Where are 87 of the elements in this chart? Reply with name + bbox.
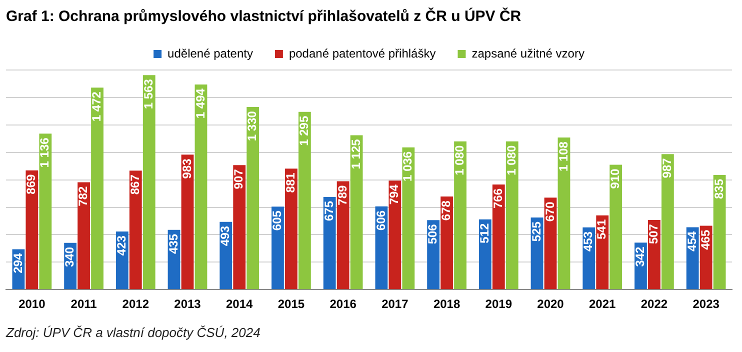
data-label: 907: [232, 168, 246, 190]
x-tick-label: 2014: [226, 297, 254, 312]
data-label: 782: [76, 186, 90, 206]
data-label: 435: [166, 234, 180, 254]
bar: [285, 168, 298, 290]
bar: [440, 196, 453, 290]
data-label: 987: [660, 158, 674, 178]
data-label: 1 563: [141, 78, 156, 110]
data-label: 867: [128, 174, 142, 195]
bar: [661, 154, 674, 290]
bar: [492, 184, 505, 290]
data-label: 342: [633, 246, 648, 267]
bar: [91, 88, 104, 290]
x-tick-label: 2010: [18, 297, 46, 312]
x-tick-label: 2020: [537, 297, 564, 312]
data-label: 1 125: [348, 138, 363, 170]
data-label: 507: [646, 224, 661, 244]
bar: [194, 84, 208, 290]
data-label: 340: [62, 246, 77, 267]
legend-label: podané patentové přihlášky: [288, 46, 436, 60]
bar: [181, 154, 194, 290]
x-tick-label: 2013: [174, 297, 202, 312]
chart-title: Graf 1: Ochrana průmyslového vlastnictví přihlašovatelů z ČR u ÚPV ČR: [6, 7, 522, 26]
x-tick-label: 2018: [433, 297, 460, 312]
data-label: 794: [387, 184, 402, 205]
bar: [298, 112, 311, 290]
bar: [388, 180, 402, 290]
data-label: 1 494: [193, 88, 208, 119]
data-label: 678: [439, 200, 454, 221]
data-label: 606: [374, 210, 388, 230]
data-label: 454: [684, 230, 699, 252]
data-label: 1 108: [556, 141, 570, 172]
x-tick-label: 2011: [70, 297, 98, 312]
x-tick-label: 2023: [692, 297, 720, 312]
data-label: 465: [698, 229, 712, 250]
x-tick-label: 2015: [278, 297, 305, 312]
legend-label: udělené patenty: [168, 46, 253, 60]
x-tick-label: 2022: [640, 297, 668, 312]
data-label: 541: [594, 219, 609, 240]
bar: [39, 134, 52, 290]
data-label: 670: [542, 201, 557, 222]
x-tick-label: 2021: [589, 297, 616, 312]
bar: [323, 196, 336, 290]
data-label: 1 080: [452, 145, 467, 176]
data-label: 835: [712, 178, 726, 200]
data-label: 493: [218, 226, 232, 246]
data-label: 881: [284, 172, 298, 193]
data-label: 675: [322, 200, 336, 221]
bar: [610, 164, 622, 290]
data-label: 983: [180, 158, 194, 179]
text: Zdroj: ÚPV ČR a vlastní dopočty ČSÚ, 2024: [5, 325, 260, 340]
x-tick-label: 2017: [382, 297, 409, 312]
data-label: 605: [270, 210, 284, 231]
bar: [350, 135, 363, 290]
bar: [506, 141, 518, 290]
x-tick-label: 2012: [122, 297, 150, 312]
legend-label: zapsané užitné vzory: [472, 46, 584, 60]
bar: [142, 75, 156, 290]
bar: [596, 215, 609, 290]
bar: [129, 170, 142, 290]
data-label: 1 036: [400, 151, 415, 182]
data-label: 1 330: [245, 110, 260, 142]
bar: [402, 147, 415, 290]
x-tick-label: 2019: [485, 297, 512, 312]
data-label: 512: [477, 223, 492, 244]
data-label: 910: [608, 168, 622, 189]
data-label: 766: [490, 188, 505, 208]
bar: [246, 107, 260, 290]
data-label: 1 472: [90, 91, 104, 122]
data-label: 294: [10, 252, 25, 274]
data-label: 869: [24, 174, 38, 194]
data-label: 789: [335, 184, 350, 206]
x-tick-label: 2016: [330, 297, 357, 312]
data-label: 525: [529, 221, 544, 242]
data-label: 453: [581, 231, 596, 252]
bar: [78, 182, 90, 290]
data-label: 506: [426, 224, 440, 244]
data-label: 423: [114, 235, 128, 256]
data-label: 1 295: [297, 116, 312, 146]
bar: [558, 138, 570, 290]
bar: [336, 181, 350, 290]
bar: [26, 170, 38, 290]
bar: [233, 165, 246, 290]
data-label: 1 136: [38, 137, 52, 168]
bar: [713, 174, 726, 290]
data-label: 1 080: [504, 145, 518, 176]
bar: [454, 141, 466, 290]
